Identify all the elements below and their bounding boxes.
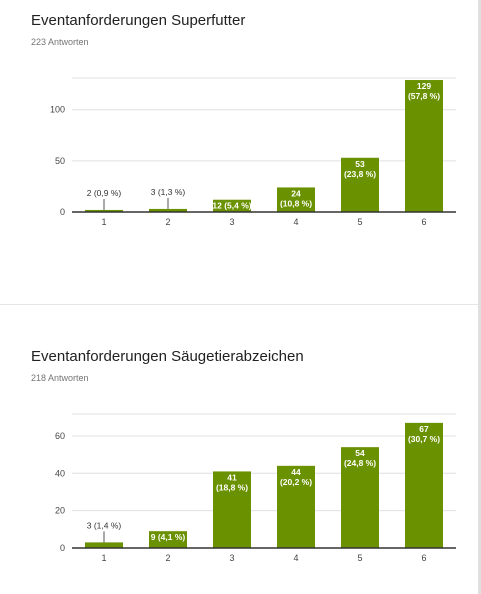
x-tick-label: 5: [357, 217, 362, 227]
data-label: 53: [355, 159, 365, 169]
bar: [213, 199, 251, 212]
bar: [277, 187, 315, 212]
x-tick-label: 2: [165, 553, 170, 563]
y-tick-label: 0: [60, 207, 65, 217]
y-tick-label: 100: [50, 105, 65, 115]
x-tick-label: 1: [101, 553, 106, 563]
question-title: Eventanforderungen Superfutter: [31, 12, 246, 29]
bar: [341, 447, 379, 548]
data-label: 54: [355, 448, 365, 458]
data-label: (18,8 %): [216, 482, 248, 492]
data-label: 3 (1,3 %): [151, 187, 186, 197]
bar: [149, 208, 187, 212]
data-label: 41: [227, 472, 237, 482]
data-label: 9 (4,1 %): [151, 532, 186, 542]
page-edge: [478, 0, 481, 594]
x-tick-label: 3: [229, 553, 234, 563]
y-tick-label: 60: [55, 431, 65, 441]
data-label: 2 (0,9 %): [87, 188, 122, 198]
x-tick-label: 5: [357, 553, 362, 563]
bar: [213, 471, 251, 548]
bar: [85, 542, 123, 548]
x-tick-label: 6: [421, 217, 426, 227]
response-count: 218 Antworten: [31, 373, 89, 383]
bar: [405, 80, 443, 213]
data-label: 24: [291, 188, 301, 198]
data-label: (30,7 %): [408, 434, 440, 444]
x-tick-label: 3: [229, 217, 234, 227]
data-label: 129: [417, 81, 431, 91]
x-tick-label: 4: [293, 553, 298, 563]
response-count: 223 Antworten: [31, 37, 89, 47]
data-label: 12 (5,4 %): [212, 201, 251, 211]
y-tick-label: 20: [55, 506, 65, 516]
data-label: (23,8 %): [344, 169, 376, 179]
x-tick-label: 2: [165, 217, 170, 227]
data-label: 67: [419, 424, 429, 434]
data-label: (10,8 %): [280, 198, 312, 208]
bar: [85, 209, 123, 212]
data-label: (20,2 %): [280, 477, 312, 487]
data-label: 44: [291, 467, 301, 477]
card-separator: [0, 304, 481, 338]
y-tick-label: 40: [55, 468, 65, 478]
x-tick-label: 1: [101, 217, 106, 227]
data-label: 3 (1,4 %): [87, 520, 122, 530]
question-card-superfutter: Eventanforderungen Superfutter 223 Antwo…: [31, 12, 456, 227]
data-label: (24,8 %): [344, 458, 376, 468]
y-tick-label: 0: [60, 543, 65, 553]
question-title: Eventanforderungen Säugetierabzeichen: [31, 348, 304, 365]
bar: [149, 531, 187, 548]
y-tick-label: 50: [55, 156, 65, 166]
bar: [405, 422, 443, 548]
x-tick-label: 4: [293, 217, 298, 227]
bar: [341, 157, 379, 212]
question-card-saeugetierabzeichen: Eventanforderungen Säugetierabzeichen 21…: [0, 336, 481, 594]
bar: [277, 465, 315, 548]
x-tick-label: 6: [421, 553, 426, 563]
data-label: (57,8 %): [408, 91, 440, 101]
